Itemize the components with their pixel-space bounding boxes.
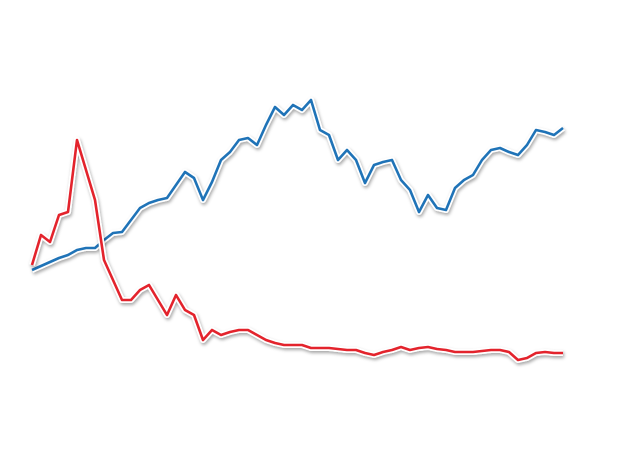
line [30,138,563,362]
line-halo [30,97,565,273]
line-halo [29,137,563,363]
line [31,98,564,272]
